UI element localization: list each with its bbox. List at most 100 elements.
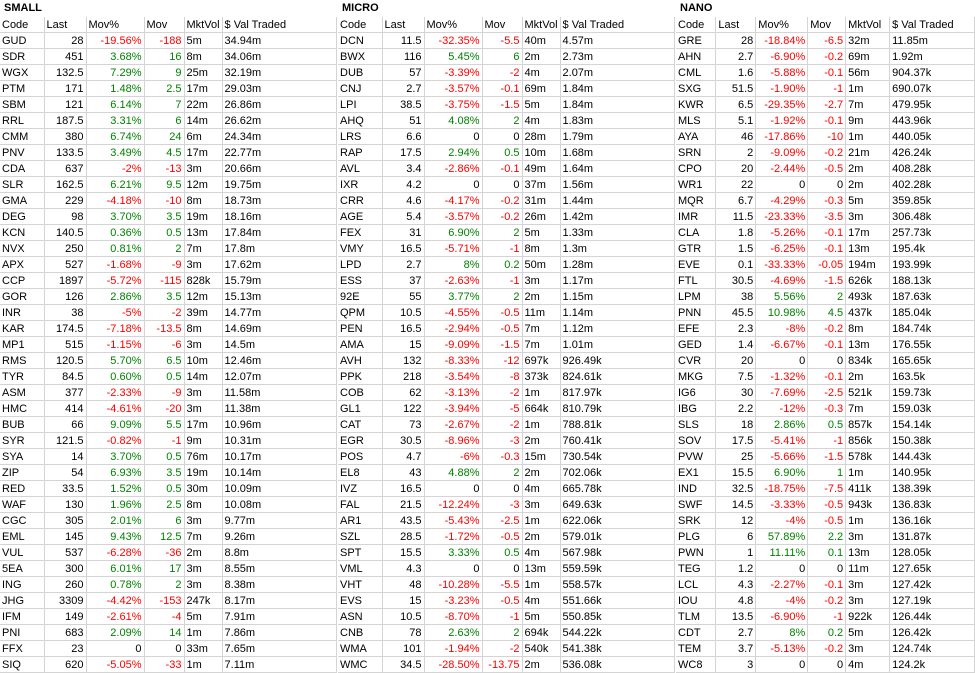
market-volume-cell: 11m [522, 304, 561, 321]
move-cell: -1 [482, 240, 523, 257]
value-traded-cell: 12.07m [222, 368, 337, 385]
move-cell: -0.5 [807, 512, 847, 529]
move-percent-cell: 0 [755, 560, 809, 577]
market-volume-cell: 4m [845, 656, 891, 673]
code-cell: 92E [338, 288, 383, 305]
market-volume-cell: 3m [845, 528, 891, 545]
micro-caps-section: MICRO Code Last Mov% Mov MktVol $ Val Traded … [338, 0, 676, 673]
code-cell: WR1 [676, 176, 717, 193]
move-cell: -7.5 [807, 480, 847, 497]
code-cell: HMC [0, 400, 45, 417]
move-cell: -2 [482, 384, 523, 401]
move-percent-cell: 0 [86, 640, 145, 657]
table-row: RED 33.5 1.52% 0.5 30m 10.09m [0, 480, 337, 497]
table-row: EL8 43 4.88% 2 2m 702.06k [338, 464, 675, 481]
table-row: PNI 683 2.09% 14 1m 7.86m [0, 624, 337, 641]
table-row: AHQ 51 4.08% 2 4m 1.83m [338, 112, 675, 129]
value-traded-cell: 128.05k [889, 544, 975, 561]
table-row: CPO 20 -2.44% -0.5 2m 408.28k [676, 160, 975, 177]
move-cell: 9 [144, 64, 185, 81]
market-volume-cell: 943k [845, 496, 891, 513]
table-row: MP1 515 -1.15% -6 3m 14.5m [0, 336, 337, 353]
move-cell: 2 [482, 464, 523, 481]
code-cell: SLS [676, 416, 717, 433]
move-cell: -0.05 [807, 256, 847, 273]
market-volume-header: MktVol [522, 17, 561, 33]
value-traded-cell: 760.41k [560, 432, 675, 449]
last-price-cell: 0.1 [715, 256, 757, 273]
move-cell: 0 [482, 128, 523, 145]
move-percent-cell: -4.29% [755, 192, 809, 209]
table-row: PNN 45.5 10.98% 4.5 437k 185.04k [676, 304, 975, 321]
value-traded-cell: 11.85m [889, 32, 975, 49]
table-row: GED 1.4 -6.67% -0.1 13m 176.55k [676, 336, 975, 353]
move-percent-cell: -2.44% [755, 160, 809, 177]
table-row: 92E 55 3.77% 2 2m 1.15m [338, 288, 675, 305]
move-cell: -33 [144, 656, 185, 673]
market-volume-cell: 856k [845, 432, 891, 449]
last-price-cell: 122 [382, 400, 425, 417]
small-caps-rows: GUD 28 -19.56% -188 5m 34.94m SDR 451 3.68% 16 8m 3… [0, 32, 337, 673]
market-volume-cell: 17m [845, 224, 891, 241]
move-percent-cell: -6.28% [86, 544, 145, 561]
code-cell: SYA [0, 448, 45, 465]
value-traded-cell: 10.96m [222, 416, 337, 433]
market-volume-cell: 10m [184, 352, 223, 369]
table-row: EGR 30.5 -8.96% -3 2m 760.41k [338, 432, 675, 449]
code-cell: QPM [338, 304, 383, 321]
market-volume-cell: 69m [522, 80, 561, 97]
table-row: IOU 4.8 -4% -0.2 3m 127.19k [676, 592, 975, 609]
market-volume-cell: 664k [522, 400, 561, 417]
market-volume-cell: 7m [184, 528, 223, 545]
move-percent-cell: -6.67% [755, 336, 809, 353]
code-cell: MP1 [0, 336, 45, 353]
table-row: PEN 16.5 -2.94% -0.5 7m 1.12m [338, 320, 675, 337]
market-volume-cell: 25m [184, 64, 223, 81]
move-percent-cell: -18.84% [755, 32, 809, 49]
value-traded-cell: 18.16m [222, 208, 337, 225]
code-cell: WAF [0, 496, 45, 513]
move-percent-cell: -3.54% [424, 368, 483, 385]
value-traded-cell: 1.44m [560, 192, 675, 209]
value-traded-cell: 8.55m [222, 560, 337, 577]
code-cell: VML [338, 560, 383, 577]
move-cell: -5.5 [482, 32, 523, 49]
code-cell: DCN [338, 32, 383, 49]
move-percent-cell: -2.94% [424, 320, 483, 337]
move-cell: 3.5 [144, 464, 185, 481]
table-row: HMC 414 -4.61% -20 3m 11.38m [0, 400, 337, 417]
move-percent-cell: -6.25% [755, 240, 809, 257]
last-price-cell: 30.5 [715, 272, 757, 289]
table-row: PWN 1 11.11% 0.1 13m 128.05k [676, 544, 975, 561]
value-traded-cell: 17.84m [222, 224, 337, 241]
table-row: EVE 0.1 -33.33% -0.05 194m 193.99k [676, 256, 975, 273]
move-cell: -1.5 [482, 96, 523, 113]
last-price-cell: 46 [715, 128, 757, 145]
code-cell: KWR [676, 96, 717, 113]
move-cell: -2.7 [807, 96, 847, 113]
table-row: VML 4.3 0 0 13m 559.59k [338, 560, 675, 577]
table-row: WR1 22 0 0 2m 402.28k [676, 176, 975, 193]
table-row: SRN 2 -9.09% -0.2 21m 426.24k [676, 144, 975, 161]
market-volume-cell: 1m [522, 416, 561, 433]
value-traded-cell: 1.01m [560, 336, 675, 353]
move-cell: -0.1 [807, 64, 847, 81]
last-price-cell: 62 [382, 384, 425, 401]
nano-caps-rows: GRE 28 -18.84% -6.5 32m 11.85m AHN 2.7 -6.90% -0.… [676, 32, 975, 673]
move-percent-cell: -4.61% [86, 400, 145, 417]
last-price-cell: 25 [715, 448, 757, 465]
code-cell: CDT [676, 624, 717, 641]
move-percent-cell: -5.26% [755, 224, 809, 241]
move-cell: -8 [482, 368, 523, 385]
value-traded-cell: 551.66k [560, 592, 675, 609]
table-row: ING 260 0.78% 2 3m 8.38m [0, 576, 337, 593]
market-volume-cell: 3m [845, 208, 891, 225]
last-price-cell: 4.3 [382, 560, 425, 577]
move-percent-cell: -10.28% [424, 576, 483, 593]
code-cell: PNN [676, 304, 717, 321]
table-row: GUD 28 -19.56% -188 5m 34.94m [0, 32, 337, 49]
code-cell: SDR [0, 48, 45, 65]
move-percent-cell: 2.09% [86, 624, 145, 641]
code-cell: FAL [338, 496, 383, 513]
value-traded-cell: 1.33m [560, 224, 675, 241]
